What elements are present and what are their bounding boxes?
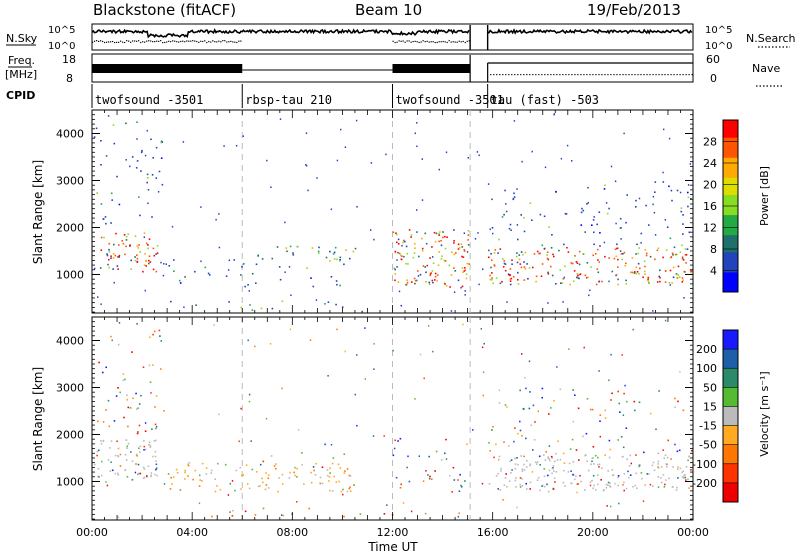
velocity-panel: 1000 2000 3000 4000 xyxy=(56,316,694,521)
x-tick-label: 04:00 xyxy=(176,526,208,539)
time-xlabel: Time UT xyxy=(367,540,418,554)
nsky-tick-top: 10^5 xyxy=(48,25,75,36)
x-tick-labels: 00:00 04:00 08:00 12:00 16:00 20:00 00:00 xyxy=(76,526,709,539)
x-tick-label: 00:00 xyxy=(76,526,108,539)
velocity-colorbar: 200 100 50 15 -15 -50 -100 -200 xyxy=(692,329,739,503)
cpid-segment-label: tau (fast) -503 xyxy=(491,93,599,107)
scatter-cells xyxy=(92,319,693,518)
y-tick-label: 3000 xyxy=(56,174,84,187)
cpid-label: CPID xyxy=(6,89,35,102)
y-tick-label: 1000 xyxy=(56,268,84,281)
colorbar-tick: -100 xyxy=(692,458,717,471)
date-title: 19/Feb/2013 xyxy=(587,1,681,19)
freq-label: Freq. xyxy=(8,54,35,67)
power-panel: 1000 2000 3000 4000 xyxy=(56,109,694,314)
x-tick-label: 12:00 xyxy=(377,526,409,539)
colorbar-tick: -15 xyxy=(699,420,717,433)
colorbar-tick: 12 xyxy=(703,222,717,235)
nsky-tick-bottom: 10^0 xyxy=(48,41,75,52)
freq-band xyxy=(92,64,243,73)
freq-unit-label: [MHz] xyxy=(5,68,37,81)
colorbar-tick: 20 xyxy=(703,179,717,192)
nave-tick-bottom: 0 xyxy=(710,72,717,85)
power-colorbar-label: Power [dB] xyxy=(758,166,771,226)
x-tick-label: 16:00 xyxy=(477,526,509,539)
cpid-segment-label: twofsound -3501 xyxy=(95,93,203,107)
colorbar-tick: -50 xyxy=(699,439,717,452)
colorbar-tick: 24 xyxy=(703,157,717,170)
beam-title: Beam 10 xyxy=(355,1,422,19)
y-tick-label: 2000 xyxy=(56,428,84,441)
nave-label: Nave xyxy=(752,62,780,75)
cpid-segment-label: rbsp-tau 210 xyxy=(245,93,332,107)
velocity-ylabel: Slant Range [km] xyxy=(31,367,45,471)
nsearch-tick-top: 10^5 xyxy=(705,25,732,36)
station-title: Blackstone (fitACF) xyxy=(93,1,236,19)
velocity-colorbar-label: Velocity [m s⁻¹] xyxy=(758,371,771,456)
nsky-trace xyxy=(487,28,693,35)
cpid-row: twofsound -3501 rbsp-tau 210 twofsound -35… xyxy=(91,84,599,108)
nsky-label: N.Sky xyxy=(6,32,38,45)
x-tick-label: 08:00 xyxy=(276,526,308,539)
colorbar-tick: 8 xyxy=(710,243,717,256)
colorbar-tick: 200 xyxy=(696,343,717,356)
x-tick-label: 00:00 xyxy=(677,526,709,539)
colorbar-tick: 4 xyxy=(710,265,717,278)
colorbar-tick: -200 xyxy=(692,477,717,490)
colorbar-tick: 15 xyxy=(703,400,717,413)
scatter-cells xyxy=(93,113,693,313)
y-tick-label: 2000 xyxy=(56,221,84,234)
freq-band xyxy=(392,64,471,73)
nsky-trace xyxy=(91,28,470,39)
colorbar-tick: 28 xyxy=(703,136,717,149)
top-traces xyxy=(91,25,693,82)
nave-tick-top: 60 xyxy=(706,53,720,66)
colorbar-tick: 50 xyxy=(703,381,717,394)
colorbar-tick: 16 xyxy=(703,200,717,213)
power-ylabel: Slant Range [km] xyxy=(31,160,45,264)
cpid-segment-label: twofsound -3501 xyxy=(396,93,504,107)
power-colorbar: 4 8 12 16 20 24 28 xyxy=(703,119,739,293)
colorbar-tick: 100 xyxy=(696,362,717,375)
x-tick-label: 20:00 xyxy=(577,526,609,539)
freq-tick-top: 18 xyxy=(62,53,76,66)
nsky-panel xyxy=(91,23,694,51)
y-tick-label: 3000 xyxy=(56,381,84,394)
y-tick-label: 1000 xyxy=(56,475,84,488)
y-tick-label: 4000 xyxy=(56,334,84,347)
nsearch-label: N.Search xyxy=(746,32,796,45)
nsearch-tick-bottom: 10^0 xyxy=(705,41,732,52)
y-tick-label: 4000 xyxy=(56,127,84,140)
freq-tick-bottom: 8 xyxy=(66,72,73,85)
